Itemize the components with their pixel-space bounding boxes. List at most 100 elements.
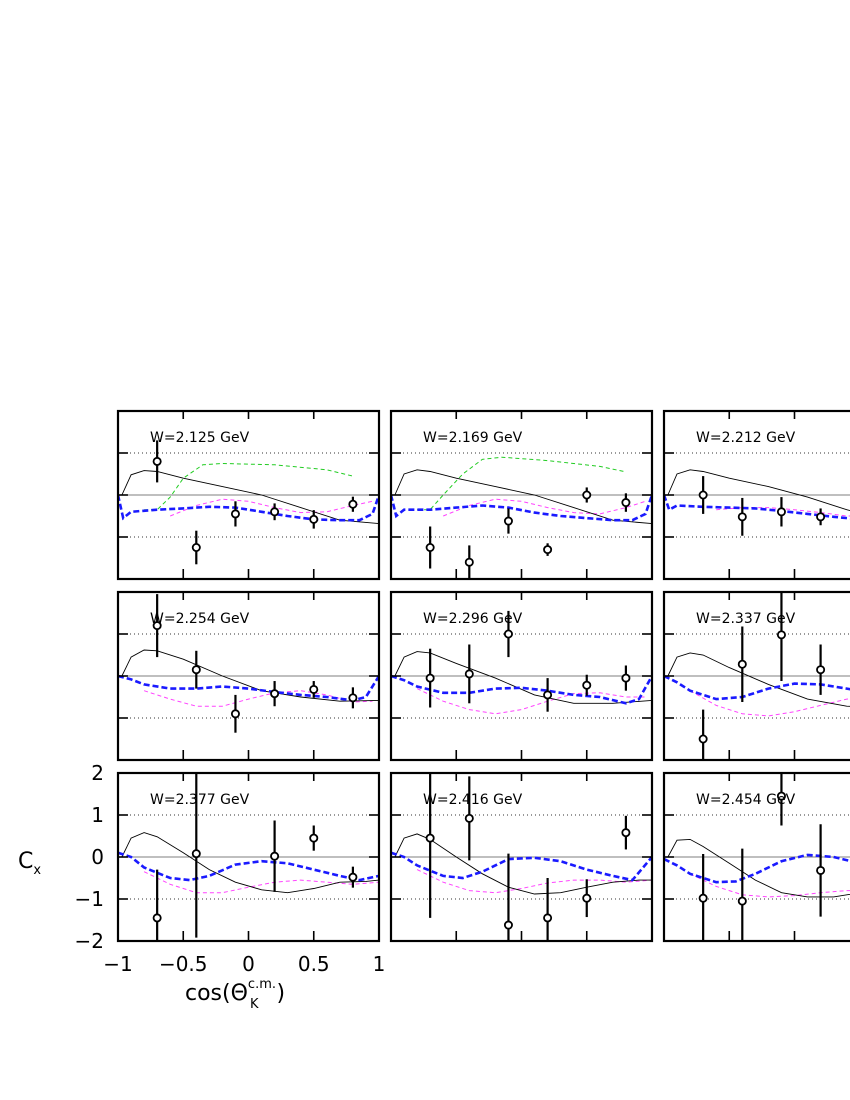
model-curve-magenta xyxy=(443,498,646,517)
data-points xyxy=(425,610,631,712)
model-curves xyxy=(391,651,652,715)
panel-label: W=2.169 GeV xyxy=(423,430,523,446)
data-point xyxy=(543,913,553,923)
model-curve-magenta xyxy=(689,690,850,717)
panel-label: W=2.296 GeV xyxy=(423,611,523,627)
panel-frame xyxy=(662,409,850,581)
panel-1: W=2.125 GeV xyxy=(116,409,381,581)
x-tick-label: 0.5 xyxy=(298,952,330,976)
data-point xyxy=(621,828,631,838)
data-point xyxy=(816,665,826,675)
data-point xyxy=(776,630,786,640)
data-point xyxy=(152,456,162,466)
model-curve-solid xyxy=(667,652,850,707)
data-points xyxy=(152,594,358,733)
panel-5: W=2.296 GeV xyxy=(389,590,654,762)
model-curve-blue xyxy=(664,674,850,701)
panel-frame xyxy=(662,771,850,943)
data-points xyxy=(425,487,631,579)
data-point xyxy=(464,813,474,823)
data-points xyxy=(698,773,826,941)
x-tick-label: −0.5 xyxy=(159,952,208,976)
model-curves xyxy=(391,456,652,525)
y-axis-title-subscript: x xyxy=(33,863,41,878)
model-curves xyxy=(664,838,850,898)
data-point xyxy=(503,516,513,526)
panel-label: W=2.212 GeV xyxy=(696,430,796,446)
model-curve-blue xyxy=(664,494,850,520)
data-point xyxy=(191,665,201,675)
panel-frame xyxy=(389,771,654,943)
data-point xyxy=(270,851,280,861)
data-point xyxy=(543,545,553,555)
data-point xyxy=(309,684,319,694)
panel-4: W=2.254 GeV xyxy=(116,590,381,762)
panel-label: W=2.377 GeV xyxy=(150,792,250,808)
data-point xyxy=(737,896,747,906)
panel-label: W=2.337 GeV xyxy=(696,611,796,627)
y-tick-label: 0 xyxy=(91,845,104,869)
data-point xyxy=(348,693,358,703)
data-point xyxy=(425,543,435,553)
model-curves xyxy=(664,652,850,717)
model-curve-solid xyxy=(667,838,850,898)
data-point xyxy=(776,791,786,801)
data-point xyxy=(309,514,319,524)
model-curve-magenta xyxy=(416,869,652,894)
panel-frame xyxy=(116,771,381,943)
y-tick-label: 2 xyxy=(91,761,104,785)
data-point xyxy=(737,512,747,522)
data-point xyxy=(230,709,240,719)
panel-label: W=2.254 GeV xyxy=(150,611,250,627)
panel-frame xyxy=(389,590,654,762)
model-curve-blue xyxy=(118,674,379,702)
panel-6: W=2.337 GeV xyxy=(662,590,850,762)
data-point xyxy=(309,833,319,843)
data-point xyxy=(464,557,474,567)
model-curve-solid xyxy=(394,469,652,525)
data-point xyxy=(737,659,747,669)
model-curves xyxy=(118,832,379,894)
x-axis-title-main: cos(Θ xyxy=(185,981,248,1006)
data-point xyxy=(816,865,826,875)
data-point xyxy=(776,507,786,517)
model-curve-solid xyxy=(394,651,652,704)
data-point xyxy=(348,499,358,509)
model-curve-solid xyxy=(121,832,379,894)
data-point xyxy=(425,833,435,843)
panel-7: W=2.377 GeV xyxy=(116,771,381,943)
data-point xyxy=(503,629,513,639)
data-point xyxy=(152,621,162,631)
panel-label: W=2.125 GeV xyxy=(150,430,250,446)
data-point xyxy=(152,913,162,923)
data-point xyxy=(582,680,592,690)
y-tick-label: 1 xyxy=(91,803,104,827)
model-curve-solid xyxy=(121,649,379,702)
data-point xyxy=(698,893,708,903)
panel-label: W=2.416 GeV xyxy=(423,792,523,808)
data-point xyxy=(230,509,240,519)
data-point xyxy=(582,490,592,500)
y-axis-tick-labels: −2 −1 0 1 2 xyxy=(75,761,104,953)
data-point xyxy=(503,920,513,930)
x-tick-label: 1 xyxy=(373,952,386,976)
panel-frame xyxy=(116,409,381,581)
data-point xyxy=(698,734,708,744)
data-points xyxy=(698,592,826,760)
data-points xyxy=(698,476,826,536)
data-points xyxy=(152,440,358,565)
model-curve-magenta xyxy=(143,871,379,894)
panel-9: W=2.454 GeV xyxy=(662,771,850,943)
panel-3: W=2.212 GeV xyxy=(662,409,850,581)
model-curve-blue xyxy=(118,851,379,882)
data-point xyxy=(582,893,592,903)
model-curve-magenta xyxy=(689,873,850,898)
model-curve-blue xyxy=(118,494,379,522)
panel-2: W=2.169 GeV xyxy=(389,409,654,581)
y-axis-title-main: C xyxy=(18,849,33,874)
model-curve-solid xyxy=(121,470,379,525)
y-tick-label: −1 xyxy=(75,887,104,911)
x-axis-tick-labels: −1 −0.5 0 0.5 1 xyxy=(103,952,385,976)
x-axis-title-end: ) xyxy=(277,981,286,1006)
data-point xyxy=(621,673,631,683)
